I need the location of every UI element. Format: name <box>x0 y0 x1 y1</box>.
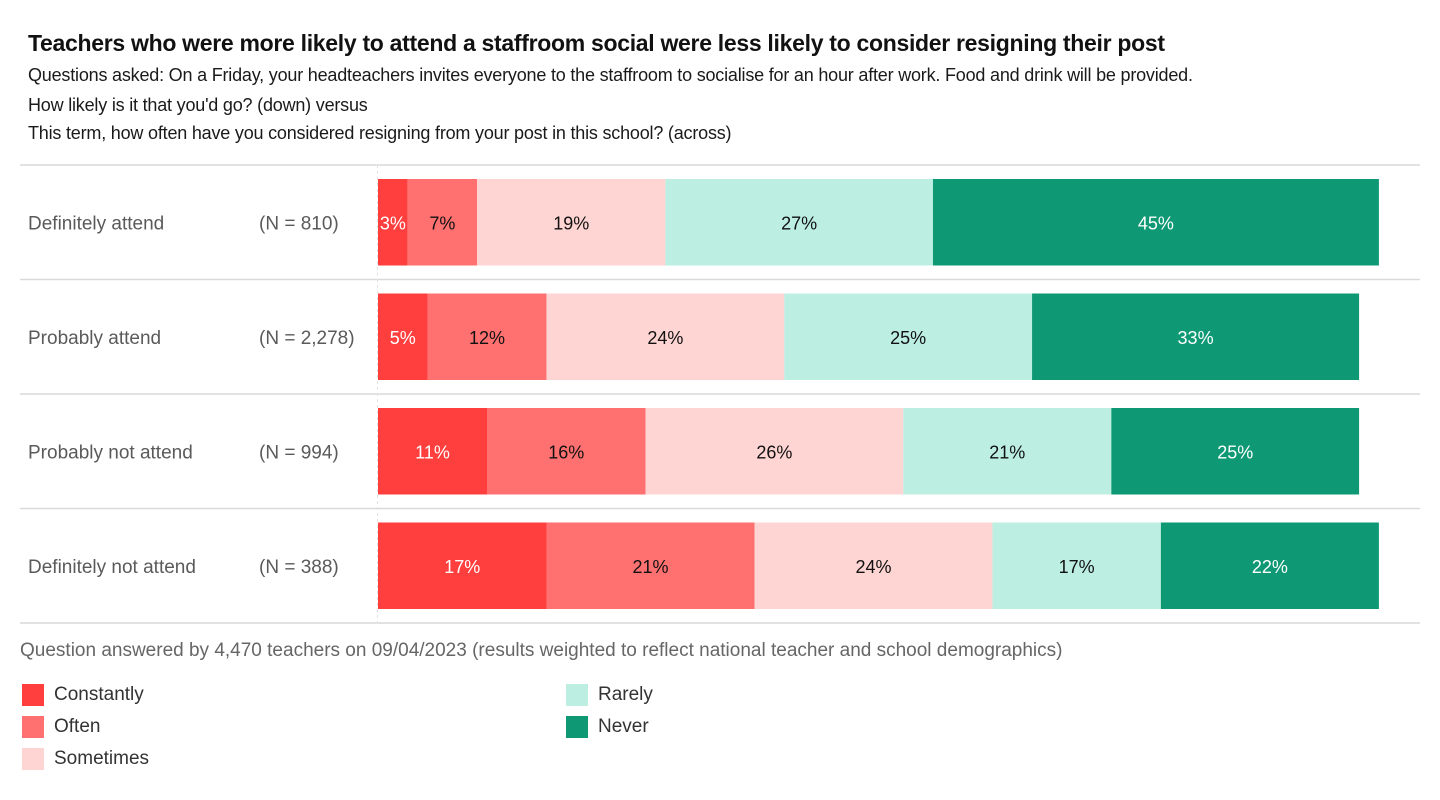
bar-segment-sometimes <box>477 179 666 266</box>
bar-segment-never <box>1111 408 1360 495</box>
legend-item-never: Never <box>566 714 649 740</box>
row-label: Probably not attend <box>28 442 193 463</box>
row-label: Probably attend <box>28 328 161 349</box>
legend-label: Constantly <box>54 684 144 705</box>
chart-subtitle-line-3: This term, how often have you considered… <box>28 123 732 143</box>
legend-label: Rarely <box>598 684 653 705</box>
bar-segment-never <box>932 179 1379 266</box>
bar-segment-rarely <box>992 522 1161 609</box>
bar-segment-constantly <box>378 179 408 266</box>
data-label: 21% <box>633 557 669 577</box>
legend-label: Sometimes <box>54 748 150 769</box>
bar-segment-rarely <box>665 179 933 266</box>
footnote: Question answered by 4,470 teachers on 0… <box>20 640 1063 661</box>
legend-swatch <box>566 684 588 706</box>
data-label: 17% <box>444 557 480 577</box>
data-label: 3% <box>380 213 406 233</box>
bar-segment-never <box>1160 522 1379 609</box>
chart-subtitle-line-1: Questions asked: On a Friday, your headt… <box>28 65 1193 85</box>
data-label: 24% <box>855 557 891 577</box>
data-label: 11% <box>415 442 450 462</box>
bar-segment-rarely <box>903 408 1112 495</box>
data-label: 25% <box>890 328 926 348</box>
legend-swatch <box>22 684 44 706</box>
data-label: 26% <box>756 442 792 462</box>
chart-subtitle-line-2: How likely is it that you'd go? (down) v… <box>28 95 368 115</box>
row-label: Definitely attend <box>28 213 164 234</box>
bar-segment-often <box>546 522 755 609</box>
data-label: 17% <box>1059 557 1095 577</box>
row-label: Definitely not attend <box>28 557 196 578</box>
bar-segment-constantly <box>378 293 428 380</box>
sample-size-label: (N = 810) <box>259 213 339 234</box>
legend-item-rarely: Rarely <box>566 682 653 708</box>
data-label: 5% <box>390 328 416 348</box>
bar-segment-sometimes <box>645 408 904 495</box>
sample-size-label: (N = 388) <box>259 557 339 578</box>
data-label: 24% <box>647 328 683 348</box>
legend-swatch <box>566 716 588 738</box>
legend-swatch <box>22 716 44 738</box>
bar-segment-often <box>487 408 646 495</box>
data-label: 45% <box>1138 213 1174 233</box>
legend-item-sometimes: Sometimes <box>22 746 149 772</box>
data-label: 25% <box>1217 442 1253 462</box>
legend-swatch <box>22 748 44 770</box>
bar-segment-often <box>427 293 547 380</box>
bar-segment-constantly <box>378 522 547 609</box>
data-label: 21% <box>989 442 1025 462</box>
sample-size-label: (N = 2,278) <box>259 328 355 349</box>
bar-segment-often <box>407 179 478 266</box>
data-label: 19% <box>553 213 589 233</box>
data-label: 33% <box>1178 328 1214 348</box>
data-label: 22% <box>1252 557 1288 577</box>
chart-title: Teachers who were more likely to attend … <box>28 30 1165 56</box>
bar-segment-sometimes <box>546 293 785 380</box>
data-label: 7% <box>429 213 455 233</box>
sample-size-label: (N = 994) <box>259 442 339 463</box>
bar-segment-constantly <box>378 408 488 495</box>
legend-label: Never <box>598 716 649 737</box>
legend-label: Often <box>54 716 101 737</box>
bar-segment-sometimes <box>754 522 993 609</box>
data-label: 16% <box>548 442 584 462</box>
bar-segment-rarely <box>784 293 1033 380</box>
legend-item-constantly: Constantly <box>22 682 144 708</box>
bar-segment-never <box>1032 293 1360 380</box>
legend-item-often: Often <box>22 714 100 740</box>
data-label: 27% <box>781 213 817 233</box>
data-label: 12% <box>469 328 505 348</box>
